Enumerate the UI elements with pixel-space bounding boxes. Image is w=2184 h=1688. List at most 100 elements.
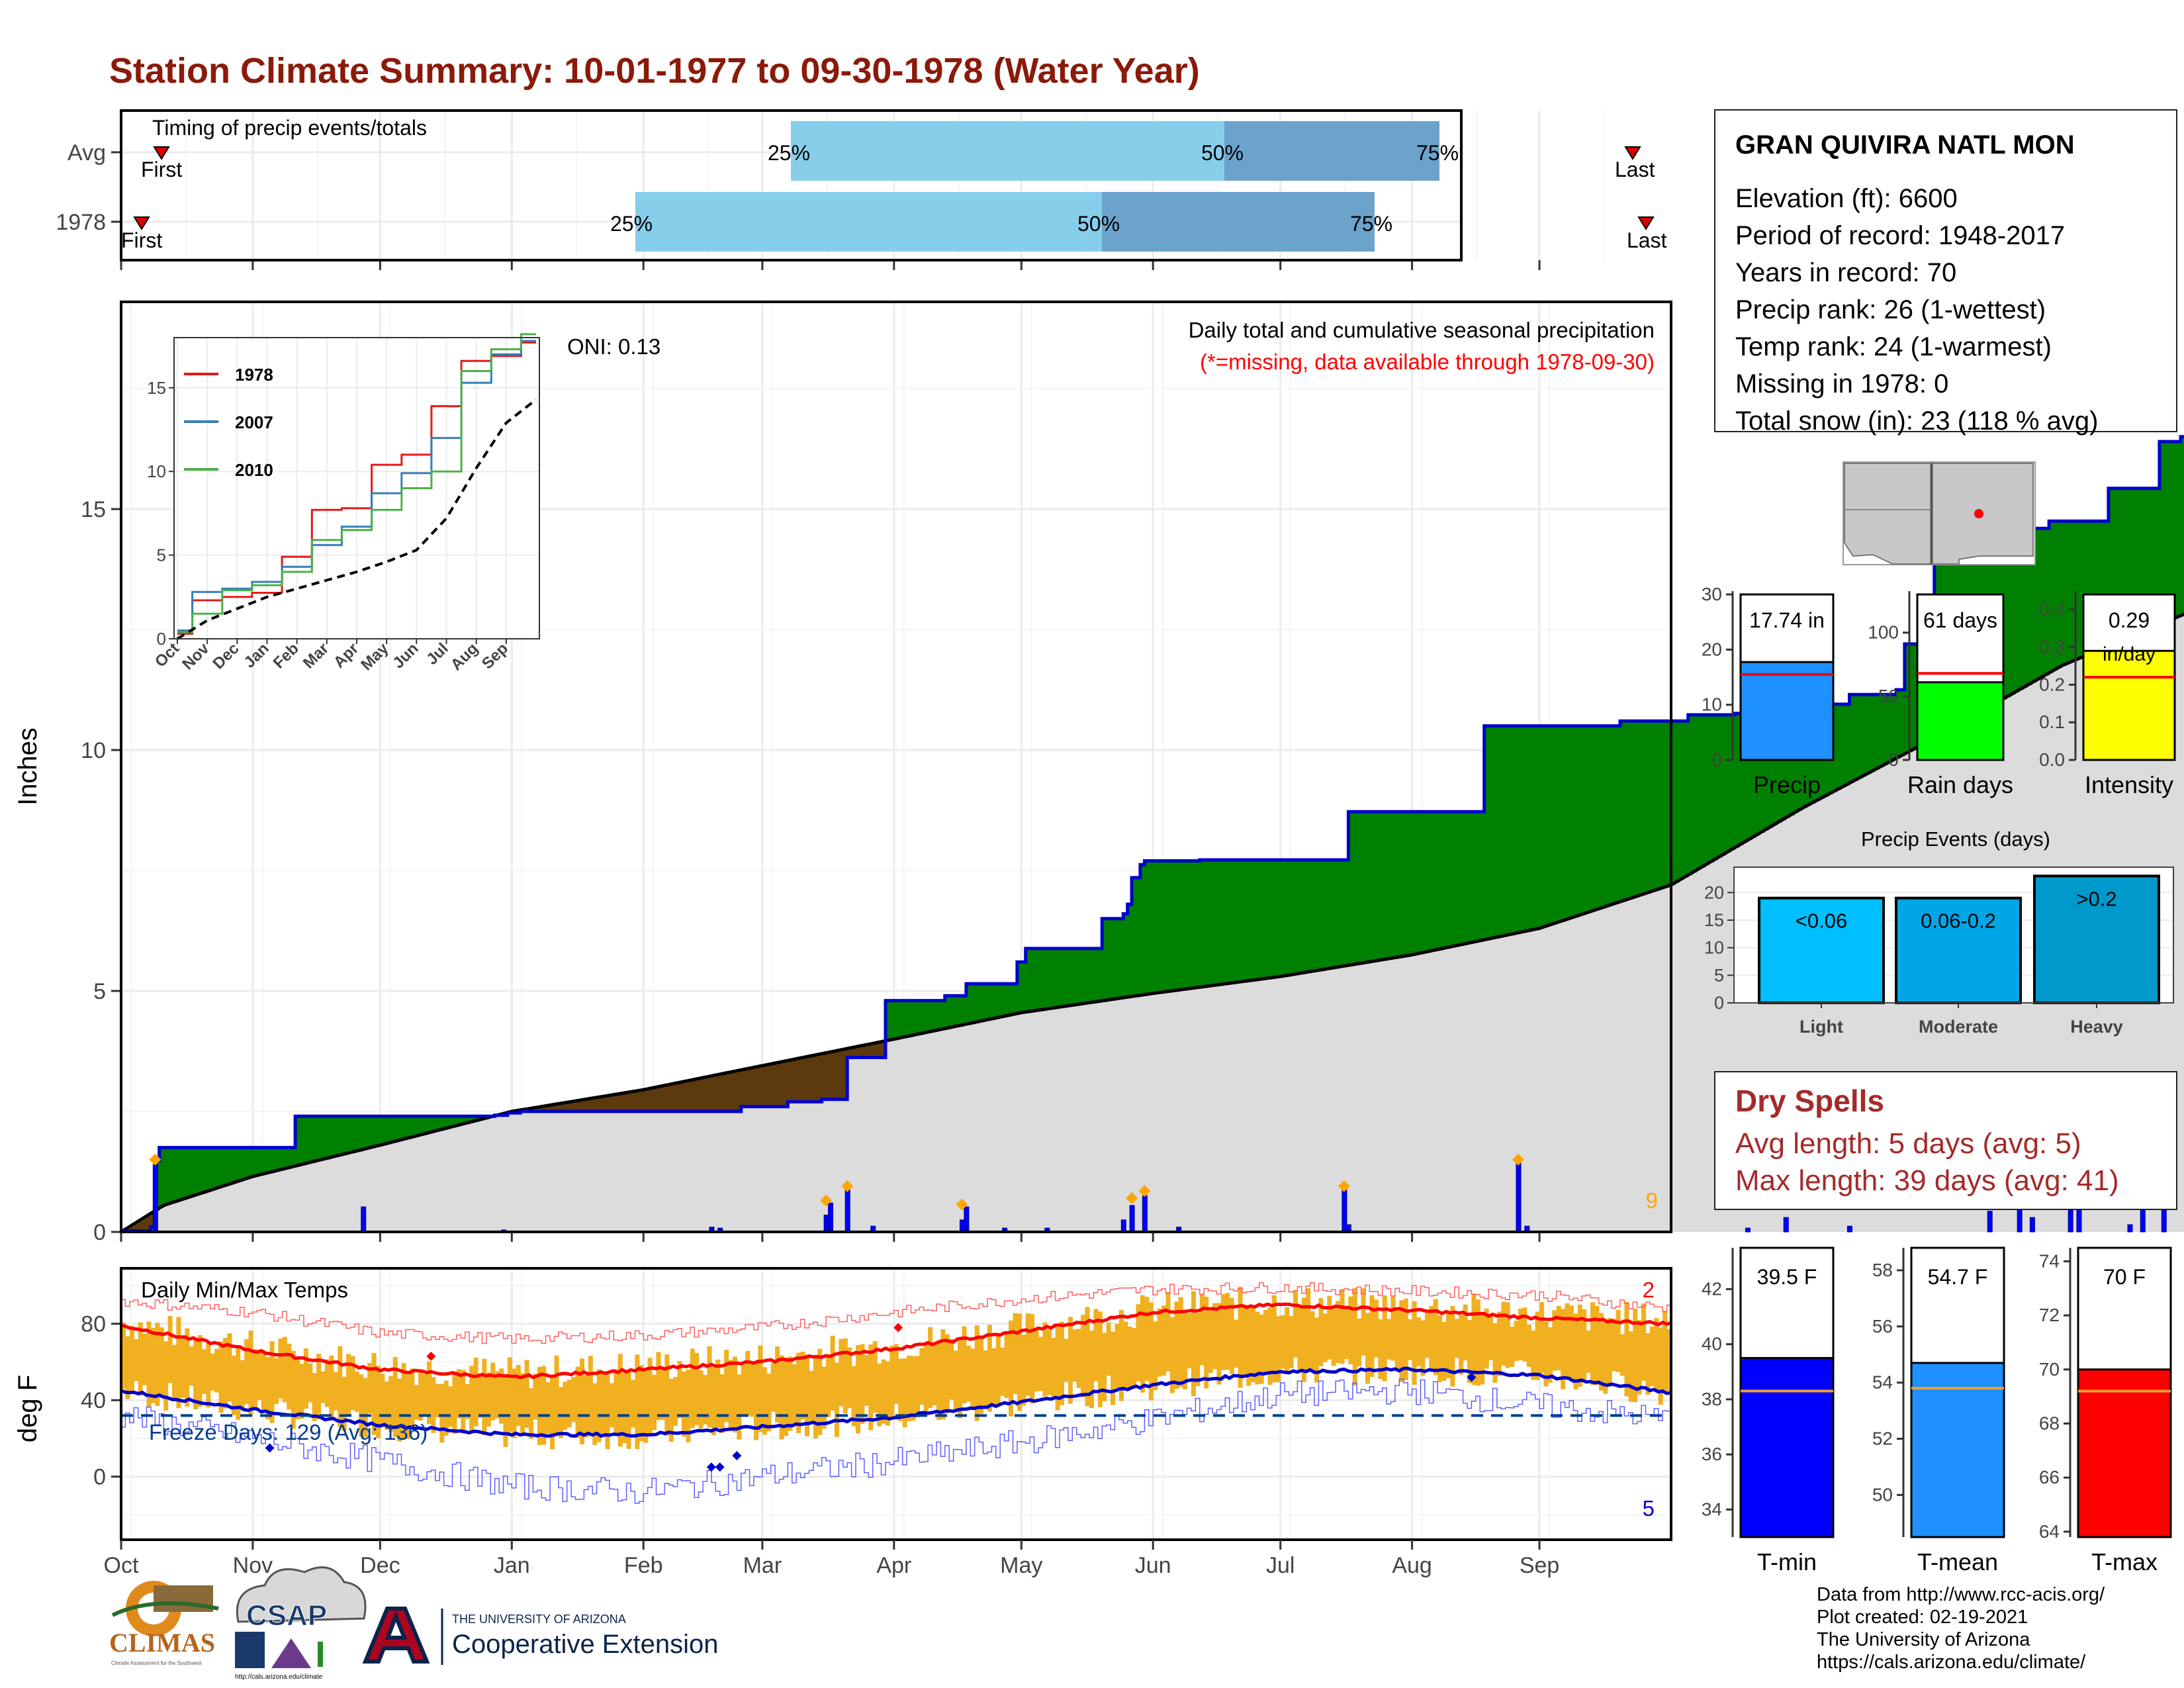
- daily-temp-bar: [991, 1348, 997, 1406]
- daily-temp-bar: [265, 1357, 271, 1420]
- daily-temp-bar: [1191, 1291, 1196, 1397]
- temp-summary-y-tick-label: 74: [2039, 1250, 2060, 1271]
- daily-temp-bar: [970, 1348, 976, 1410]
- daily-temp-bar: [303, 1348, 308, 1409]
- daily-temp-bar: [159, 1327, 164, 1397]
- avg-last-marker: [1624, 146, 1641, 160]
- ua-logo: THE UNIVERSITY OF ARIZONA Cooperative Ex…: [362, 1607, 718, 1665]
- temp-summary-y-tick-label: 52: [1872, 1429, 1893, 1449]
- daily-temp-bar: [1136, 1304, 1141, 1382]
- temp-summary-y-tick-label: 36: [1702, 1444, 1722, 1464]
- daily-precip-bar: [361, 1206, 367, 1233]
- daily-temp-bar: [949, 1338, 954, 1400]
- daily-temp-bar: [218, 1341, 224, 1413]
- climas-subtext: Climate Assessment for the Southwest: [111, 1660, 203, 1666]
- temp-panel: Daily Min/Max Temps Freeze Days: 129 (Av…: [13, 1267, 1672, 1578]
- events-bar-value: <0.06: [1796, 910, 1847, 933]
- temp-summary-y-tick-label: 66: [2039, 1467, 2060, 1487]
- summary-bar-y-tick-label: 0.1: [2039, 712, 2065, 732]
- daily-temp-bar: [1522, 1307, 1527, 1362]
- precip-y-tick-label: 10: [81, 738, 106, 763]
- temp-summary-value: 39.5 F: [1757, 1265, 1817, 1289]
- daily-temp-bar: [936, 1340, 941, 1420]
- daily-temp-bar: [614, 1369, 619, 1433]
- year-first-marker: [133, 216, 150, 230]
- daily-temp-bar: [745, 1350, 751, 1415]
- daily-temp-bar: [1293, 1289, 1298, 1358]
- daily-temp-bar: [1492, 1323, 1498, 1383]
- daily-temp-bar: [584, 1375, 589, 1438]
- inset-series-line-2010: [177, 333, 536, 633]
- daily-temp-bar: [1445, 1312, 1451, 1378]
- daily-temp-bar: [1106, 1323, 1111, 1376]
- temp-ylabel: deg F: [13, 1375, 42, 1442]
- daily-temp-bar: [1496, 1311, 1502, 1376]
- daily-temp-bar: [813, 1354, 818, 1438]
- oni-label: ONI: 0.13: [567, 334, 660, 359]
- daily-temp-bar: [439, 1383, 445, 1443]
- daily-temp-bar: [958, 1339, 963, 1419]
- record-low-marker: [715, 1462, 725, 1472]
- daily-temp-bar: [1115, 1323, 1120, 1388]
- daily-temp-bar: [626, 1371, 631, 1449]
- daily-temp-bar: [1331, 1308, 1336, 1366]
- daily-precip-bar: [1846, 1225, 1852, 1233]
- daily-temp-bar: [291, 1350, 296, 1429]
- daily-temp-bar: [1547, 1327, 1553, 1383]
- dry-spells-title: Dry Spells: [1735, 1084, 1884, 1118]
- daily-temp-bar: [150, 1327, 156, 1403]
- events-bar-heavy: [2033, 874, 2160, 1005]
- daily-temp-bar: [1118, 1309, 1124, 1401]
- daily-temp-bar: [1467, 1320, 1473, 1383]
- temp-y-tick-label: 0: [93, 1465, 106, 1490]
- summary-bar-value: 0.29: [2109, 608, 2150, 632]
- daily-temp-bar: [1085, 1307, 1090, 1407]
- daily-temp-bar: [1565, 1303, 1570, 1379]
- daily-temp-bar: [974, 1325, 979, 1421]
- daily-temp-bar: [575, 1366, 580, 1438]
- daily-temp-bar: [499, 1368, 504, 1424]
- daily-temp-bar: [282, 1336, 287, 1403]
- daily-temp-bar: [902, 1358, 907, 1428]
- daily-temp-bar: [1123, 1321, 1128, 1390]
- daily-temp-bar: [1641, 1303, 1647, 1381]
- avg-max-line: [120, 1302, 1672, 1380]
- daily-temp-bar: [512, 1368, 517, 1438]
- daily-temp-bar: [1276, 1316, 1281, 1383]
- heavy-event-marker: [1338, 1180, 1350, 1192]
- daily-temp-bar: [214, 1348, 220, 1393]
- daily-temp-bar: [1132, 1328, 1137, 1386]
- daily-temp-bar: [1289, 1316, 1294, 1368]
- summary-bars: 17.74 in 0 10 20 30 Precip 61 days 0 50 100 Rain d…: [1702, 584, 2176, 798]
- inset-y-tick-label: 15: [147, 378, 166, 398]
- daily-temp-bar: [766, 1373, 772, 1432]
- events-bar-light: [1758, 896, 1885, 1004]
- daily-temp-bar: [155, 1323, 160, 1407]
- daily-temp-bar: [1420, 1320, 1426, 1376]
- daily-temp-bar: [622, 1370, 627, 1443]
- daily-temp-bar: [792, 1364, 797, 1425]
- record-high-count: 2: [1643, 1278, 1655, 1302]
- daily-temp-bar: [507, 1357, 512, 1433]
- daily-temp-bar: [1501, 1301, 1506, 1366]
- record-high-marker: [426, 1351, 436, 1361]
- daily-temp-bar: [1518, 1308, 1524, 1360]
- precip-panel: Daily total and cumulative seasonal prec…: [13, 301, 2184, 1245]
- avg-bar-25-50: [791, 121, 1224, 181]
- daily-temp-bar: [1526, 1325, 1531, 1368]
- daily-temp-bar: [1199, 1294, 1205, 1366]
- daily-temp-bar: [482, 1358, 487, 1435]
- temp-y-tick-label: 80: [81, 1312, 106, 1337]
- daily-temp-bar: [779, 1355, 784, 1440]
- daily-temp-bar: [1620, 1334, 1625, 1376]
- daily-temp-bar: [1340, 1289, 1345, 1364]
- summary-bar-y-tick-label: 20: [1702, 639, 1722, 659]
- daily-temp-bar: [1097, 1311, 1103, 1407]
- daily-temp-bar: [1658, 1327, 1663, 1405]
- events-y-tick-label: 20: [1704, 882, 1724, 902]
- heavy-event-marker: [956, 1198, 968, 1211]
- footer-data-source: Data from http://www.rcc-acis.org/: [1817, 1584, 2105, 1605]
- avg-cumulative-area: [121, 614, 2184, 1232]
- daily-temp-bar: [995, 1333, 1001, 1404]
- daily-temp-bar: [167, 1315, 173, 1383]
